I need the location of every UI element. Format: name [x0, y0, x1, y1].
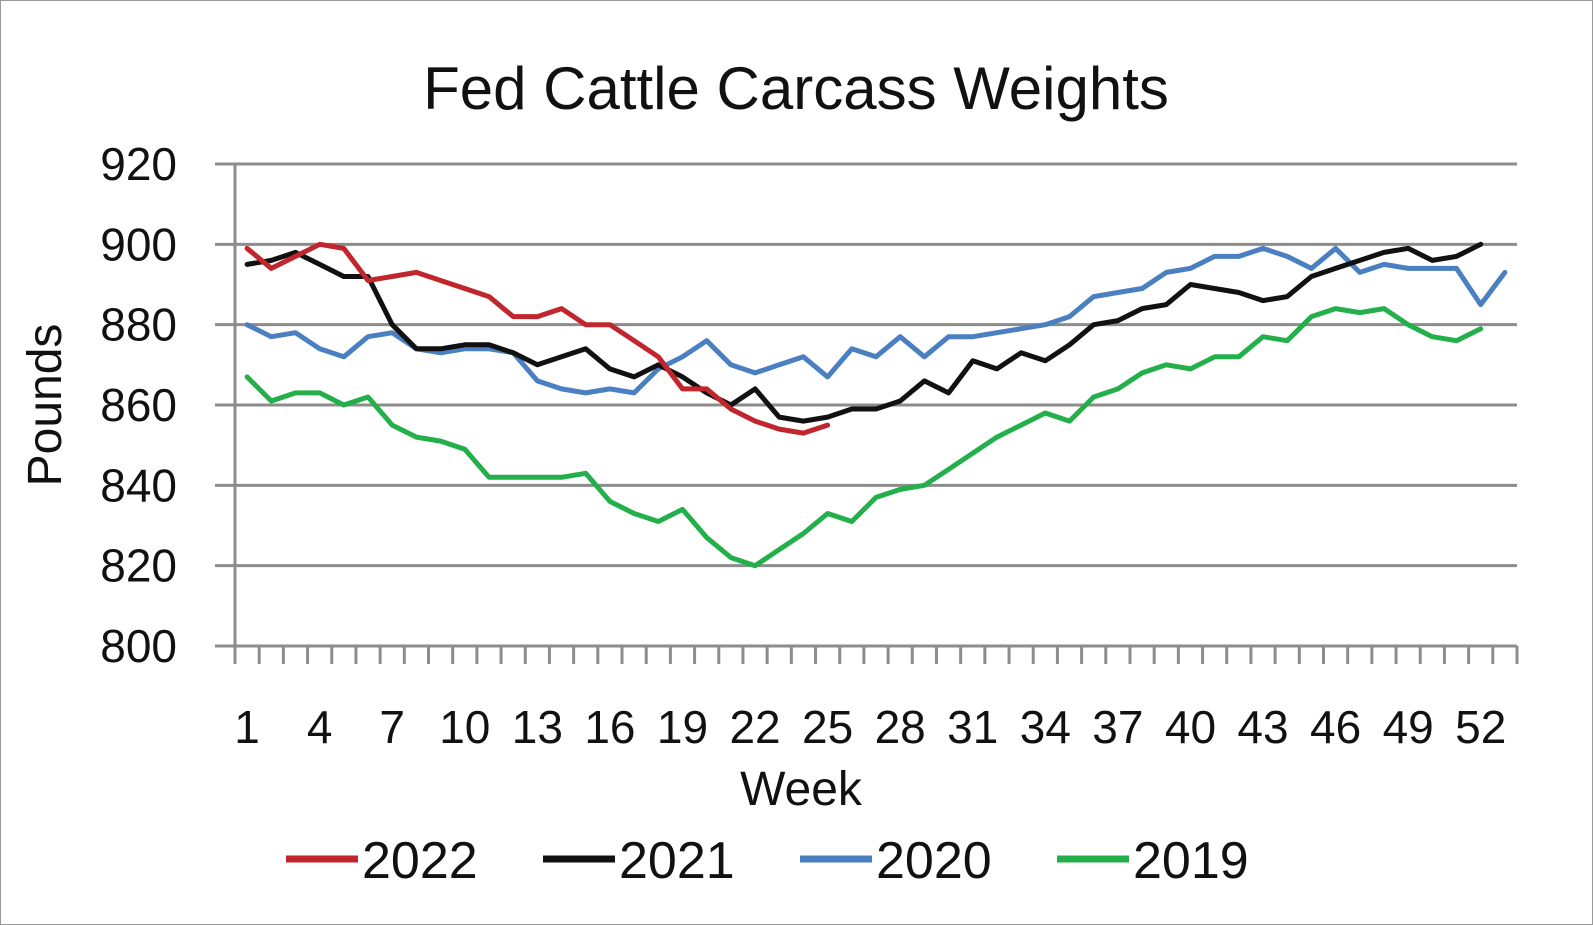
y-tick-label-800: 800: [100, 620, 177, 672]
x-tick-label-52: 52: [1455, 701, 1506, 753]
legend-label-2019: 2019: [1133, 832, 1249, 890]
x-tick-label-43: 43: [1237, 701, 1288, 753]
x-tick-label-4: 4: [307, 701, 333, 753]
legend-item-2019: 2019: [1057, 832, 1249, 890]
y-tick-label-900: 900: [100, 218, 177, 270]
series-lines: [244, 241, 1508, 569]
x-tick-label-34: 34: [1020, 701, 1071, 753]
x-tick-label-37: 37: [1092, 701, 1143, 753]
legend: 2022 2021 2020 2019: [286, 832, 1249, 890]
legend-item-2020: 2020: [800, 832, 992, 890]
legend-label-2020: 2020: [876, 832, 992, 890]
series-line-2020: [244, 245, 1508, 396]
x-tick-label-19: 19: [657, 701, 708, 753]
legend-item-2022: 2022: [286, 832, 478, 890]
y-tick-label-880: 880: [100, 299, 177, 351]
y-axis-label: Pounds: [19, 324, 72, 487]
y-tick-label-860: 860: [100, 379, 177, 431]
x-tick-label-49: 49: [1383, 701, 1434, 753]
series-line-2019: [244, 306, 1484, 569]
x-tick-label-7: 7: [379, 701, 405, 753]
legend-item-2021: 2021: [543, 832, 735, 890]
y-tick-label-840: 840: [100, 459, 177, 511]
y-tick-labels: 800 820 840 860 880 900 920: [100, 138, 177, 672]
y-tick-label-820: 820: [100, 540, 177, 592]
x-tick-label-16: 16: [584, 701, 635, 753]
x-tick-label-28: 28: [875, 701, 926, 753]
x-axis-label: Week: [740, 763, 863, 816]
legend-label-2021: 2021: [619, 832, 735, 890]
x-tick-label-13: 13: [512, 701, 563, 753]
chart-title: Fed Cattle Carcass Weights: [423, 55, 1169, 122]
series-line-2022: [244, 241, 831, 436]
axes: [233, 164, 1519, 664]
x-tick-label-31: 31: [947, 701, 998, 753]
x-tick-label-10: 10: [439, 701, 490, 753]
legend-label-2022: 2022: [362, 832, 478, 890]
series-line-2021: [244, 241, 1484, 424]
x-tick-labels: 1 4 7 10 13 16 19 22 25 28 31 34 37 40 43 46 49 52: [234, 701, 1506, 753]
x-tick-label-40: 40: [1165, 701, 1216, 753]
y-tick-label-920: 920: [100, 138, 177, 190]
x-tick-label-1: 1: [234, 701, 260, 753]
x-tick-label-25: 25: [802, 701, 853, 753]
x-tick-label-22: 22: [729, 701, 780, 753]
gridlines: [215, 162, 1517, 648]
x-tick-label-46: 46: [1310, 701, 1361, 753]
